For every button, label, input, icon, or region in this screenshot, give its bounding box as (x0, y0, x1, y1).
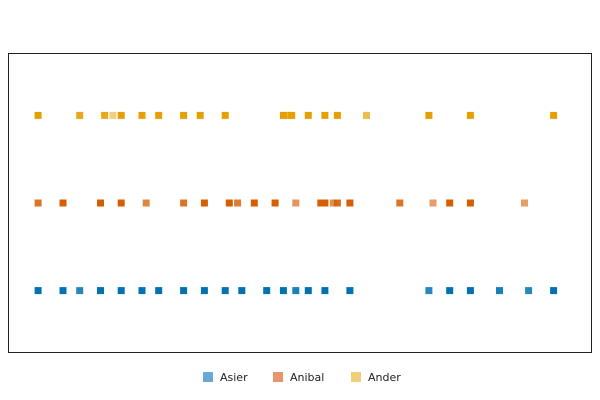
point-asier-21 (525, 287, 533, 295)
point-anibal-12 (317, 199, 325, 207)
point-anibal-2 (97, 199, 104, 207)
point-anibal-1 (59, 199, 67, 207)
point-asier-8 (200, 287, 208, 295)
point-anibal-15 (333, 199, 341, 207)
legend-label-anibal: Anibal (290, 371, 324, 384)
point-anibal-3 (117, 199, 125, 207)
plot-frame (8, 53, 592, 353)
point-asier-11 (263, 287, 271, 295)
point-anibal-8 (234, 199, 242, 207)
legend-label-ander: Ander (368, 371, 401, 384)
point-anibal-19 (446, 199, 454, 207)
point-asier-20 (496, 287, 503, 295)
point-anibal-10 (271, 199, 279, 207)
point-anibal-7 (225, 199, 233, 207)
point-asier-6 (155, 287, 163, 295)
point-asier-7 (180, 287, 188, 295)
point-ander-14 (321, 111, 329, 119)
point-ander-1 (76, 111, 84, 119)
point-anibal-21 (521, 199, 528, 207)
point-asier-0 (34, 287, 42, 295)
point-anibal-6 (200, 199, 208, 207)
point-asier-12 (279, 287, 287, 295)
point-ander-16 (363, 111, 370, 119)
point-anibal-17 (396, 199, 404, 207)
point-asier-16 (346, 287, 354, 295)
point-ander-5 (138, 111, 146, 119)
legend-swatch-ander (351, 372, 361, 382)
point-anibal-14 (329, 199, 337, 207)
point-asier-1 (59, 287, 67, 295)
point-asier-4 (117, 287, 125, 295)
chart-marks (34, 111, 558, 295)
point-ander-2 (101, 111, 109, 119)
point-anibal-4 (142, 199, 150, 207)
point-asier-5 (138, 287, 146, 295)
legend-swatch-asier (203, 372, 213, 382)
point-ander-0 (34, 111, 42, 119)
point-ander-13 (304, 111, 312, 119)
point-anibal-11 (292, 199, 300, 207)
point-asier-22 (550, 287, 558, 295)
point-asier-13 (292, 287, 300, 295)
point-ander-17 (425, 111, 433, 119)
point-asier-19 (466, 287, 474, 295)
point-anibal-0 (34, 199, 42, 207)
point-ander-9 (221, 111, 229, 119)
point-ander-6 (155, 111, 163, 119)
point-asier-10 (238, 287, 246, 295)
point-ander-12 (288, 111, 296, 119)
point-asier-9 (221, 287, 229, 295)
series-anibal (34, 199, 528, 207)
legend: Asier Anibal Ander (203, 371, 401, 384)
legend-swatch-anibal (273, 372, 283, 382)
point-asier-3 (97, 287, 104, 295)
point-ander-15 (333, 111, 341, 119)
point-asier-18 (446, 287, 454, 295)
point-anibal-18 (429, 199, 437, 207)
point-ander-7 (180, 111, 188, 119)
point-anibal-5 (180, 199, 188, 207)
point-asier-14 (304, 287, 312, 295)
point-ander-8 (196, 111, 204, 119)
point-anibal-16 (346, 199, 354, 207)
point-ander-4 (117, 111, 125, 119)
series-ander (34, 111, 558, 119)
point-anibal-9 (250, 199, 258, 207)
point-anibal-13 (321, 199, 329, 207)
point-ander-18 (466, 111, 474, 119)
point-ander-19 (550, 111, 558, 119)
point-ander-3 (109, 111, 117, 119)
point-ander-11 (284, 111, 291, 119)
point-asier-17 (425, 287, 433, 295)
point-ander-10 (279, 111, 287, 119)
point-asier-2 (76, 287, 84, 295)
point-anibal-20 (466, 199, 474, 207)
point-asier-15 (321, 287, 329, 295)
legend-label-asier: Asier (220, 371, 248, 384)
series-asier (34, 287, 558, 295)
